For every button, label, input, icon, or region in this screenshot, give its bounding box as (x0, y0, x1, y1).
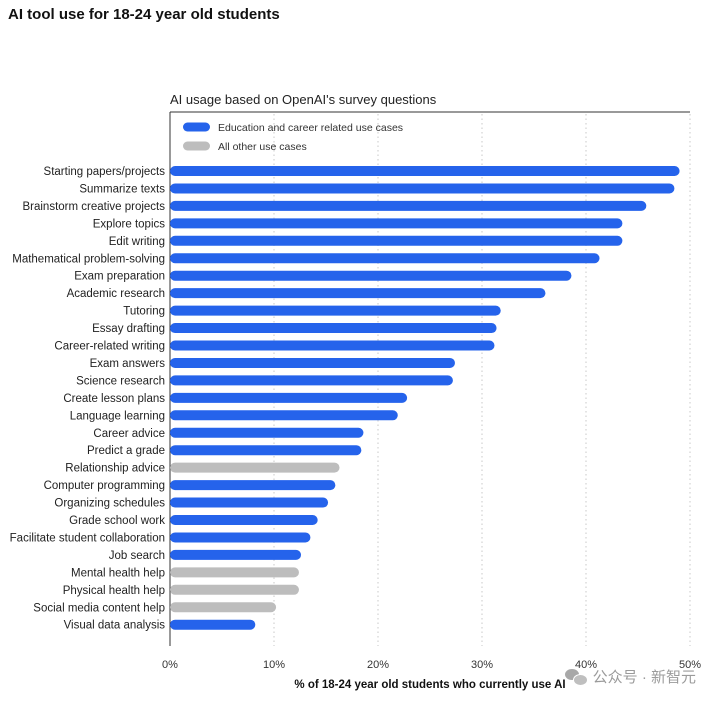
bar-physical-health-help (170, 584, 299, 595)
bar-facilitate-student-collaboration (170, 532, 311, 543)
category-label: Exam answers (90, 358, 166, 370)
bar-career-related-writing (170, 340, 495, 351)
bar-career-advice (170, 427, 364, 438)
bar-tutoring (170, 305, 501, 316)
x-tick-label: 20% (367, 659, 389, 671)
bars (170, 166, 680, 630)
bar-grade-school-work (170, 515, 318, 525)
category-label: Computer programming (44, 480, 165, 492)
category-label: Physical health help (63, 585, 165, 597)
bar-computer-programming (170, 480, 336, 491)
bar-language-learning (170, 410, 398, 421)
page-title: AI tool use for 18-24 year old students (8, 6, 280, 23)
category-label: Language learning (70, 410, 165, 422)
x-tick-label: 10% (263, 659, 285, 671)
legend-swatch-other (183, 141, 210, 151)
bar-starting-papers-projects (170, 166, 680, 176)
category-label: Predict a grade (87, 445, 165, 457)
category-label: Career advice (93, 428, 165, 440)
category-label: Academic research (67, 288, 165, 300)
bar-exam-answers (170, 357, 455, 368)
legend-label-other: All other use cases (218, 141, 307, 153)
category-label: Mental health help (71, 567, 165, 579)
x-tick-labels: 0% 10% 20% 30% 40% 50% (162, 659, 701, 671)
x-tick-label: 0% (162, 659, 178, 671)
category-label: Create lesson plans (63, 393, 165, 405)
watermark-text: 公众号 · 新智元 (592, 669, 696, 686)
bar-organizing-schedules (170, 497, 329, 508)
x-axis-title: % of 18-24 year old students who current… (294, 679, 566, 691)
bar-visual-data-analysis (170, 619, 256, 630)
category-label: Mathematical problem-solving (12, 253, 165, 265)
category-label: Essay drafting (92, 323, 165, 335)
bar-explore-topics (170, 218, 623, 229)
chart-title: AI usage based on OpenAI's survey questi… (170, 92, 437, 107)
bar-academic-research (170, 288, 546, 299)
category-label: Tutoring (123, 306, 165, 318)
category-label: Social media content help (33, 602, 165, 614)
category-label: Facilitate student collaboration (10, 532, 165, 544)
bar-brainstorm-creative-projects (170, 200, 647, 211)
x-tick-label: 40% (575, 659, 597, 671)
legend: Education and career related use cases Al… (183, 122, 403, 153)
category-label: Relationship advice (65, 463, 165, 475)
bar-mathematical-problem-solving (170, 253, 600, 264)
bar-exam-preparation (170, 270, 572, 281)
bar-create-lesson-plans (170, 392, 408, 403)
category-label: Starting papers/projects (44, 166, 166, 178)
category-label: Visual data analysis (64, 620, 166, 632)
category-label: Explore topics (93, 218, 165, 230)
bar-summarize-texts (170, 183, 675, 194)
bar-relationship-advice (170, 462, 340, 473)
category-label: Brainstorm creative projects (22, 201, 165, 213)
category-label: Grade school work (69, 515, 165, 527)
bar-social-media-content-help (170, 602, 277, 613)
category-label: Science research (76, 375, 165, 387)
category-label: Career-related writing (54, 341, 165, 353)
axes (169, 111, 690, 646)
watermark: 公众号 · 新智元 (564, 666, 696, 687)
category-label: Job search (109, 550, 165, 562)
x-tick-label: 30% (471, 659, 493, 671)
category-label: Exam preparation (74, 271, 165, 283)
legend-label-education: Education and career related use cases (218, 122, 403, 134)
bar-job-search (170, 549, 302, 560)
bar-essay-drafting (170, 323, 497, 334)
wechat-icon (564, 668, 588, 686)
x-tick-label: 50% (679, 659, 701, 671)
category-label: Edit writing (109, 236, 165, 248)
legend-swatch-education (183, 122, 210, 132)
bar-science-research (170, 375, 453, 386)
category-labels: Starting papers/projects Summarize texts B… (10, 166, 166, 632)
bar-predict-a-grade (170, 445, 362, 456)
category-label: Summarize texts (79, 183, 165, 195)
bar-edit-writing (170, 235, 623, 246)
bar-mental-health-help (170, 567, 299, 578)
category-label: Organizing schedules (54, 498, 165, 510)
